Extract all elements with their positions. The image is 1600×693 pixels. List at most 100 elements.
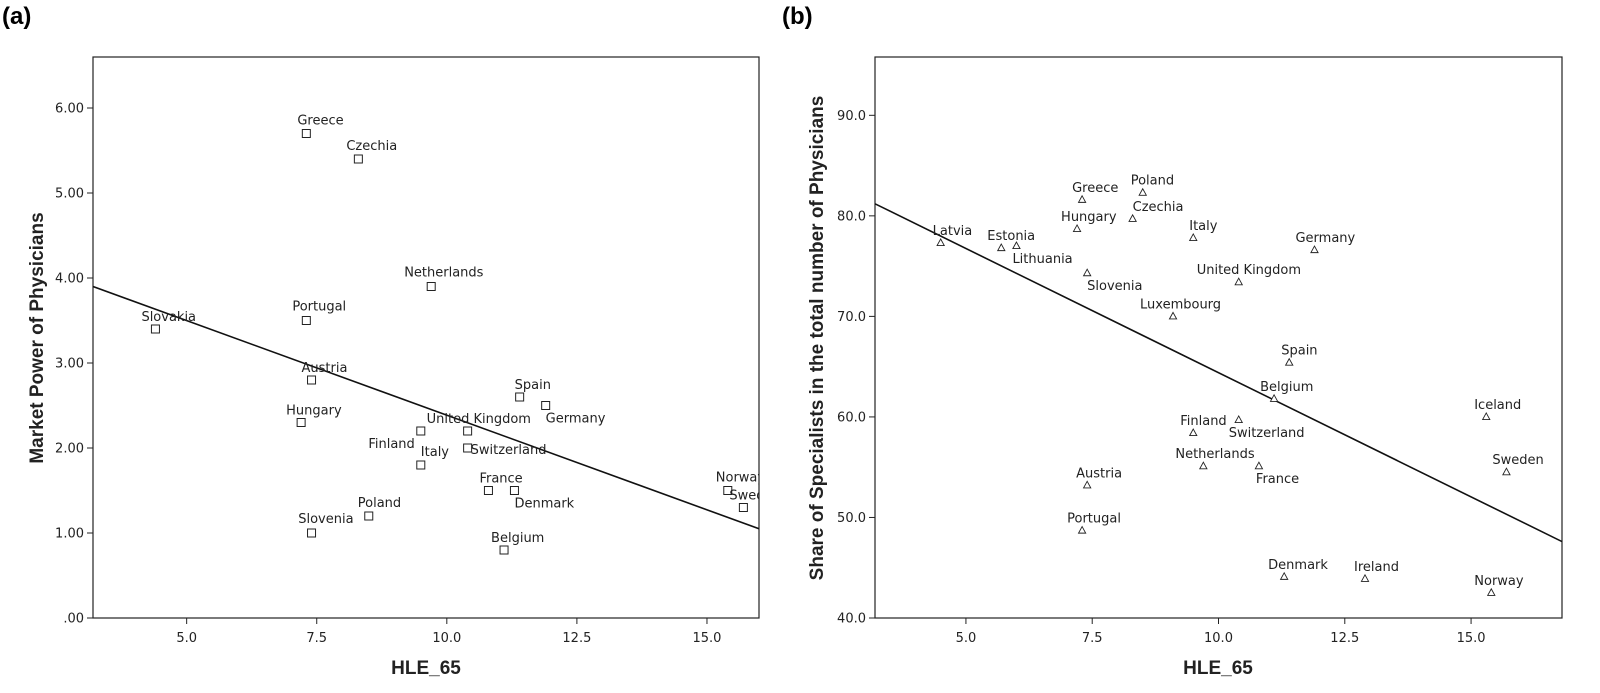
a-point-austria-label: Austria [302, 361, 348, 376]
b-point-hungary-marker [1072, 223, 1082, 232]
b-point-iceland-label: Iceland [1474, 398, 1521, 413]
a-point-slovenia-marker [307, 528, 317, 538]
b-x-tick-label: 12.5 [1330, 631, 1359, 646]
b-point-spain-label: Spain [1281, 344, 1317, 359]
b-point-austria-label: Austria [1076, 466, 1122, 481]
a-point-netherlands-label: Netherlands [404, 266, 483, 281]
a-point-belgium-label: Belgium [491, 531, 544, 546]
b-point-ireland-marker [1360, 573, 1370, 582]
b-point-sweden-label: Sweden [1492, 453, 1543, 468]
b-point-france-label: France [1256, 472, 1299, 487]
b-point-iceland-marker [1481, 411, 1491, 420]
b-x-tick-label: 10.0 [1204, 631, 1233, 646]
b-point-sweden-marker [1502, 467, 1511, 476]
a-point-slovakia-label: Slovakia [141, 310, 196, 325]
a-point-germany-label: Germany [546, 412, 606, 427]
a-point-france-marker [483, 486, 493, 495]
a-point-united-kingdom-label: United Kingdom [427, 412, 531, 427]
a-point-poland-marker [364, 511, 374, 521]
b-point-france-marker [1254, 461, 1264, 470]
a-y-tick-label: 6.00 [55, 102, 84, 117]
b-point-czechia-label: Czechia [1133, 200, 1184, 215]
a-x-tick-label: 12.5 [562, 631, 591, 646]
panel-a-letter: (a) [2, 3, 31, 30]
b-point-belgium-marker [1269, 393, 1279, 402]
a-y-tick-label: .00 [63, 612, 84, 627]
panel-b-plot-frame [874, 56, 1563, 619]
b-point-austria-marker [1082, 480, 1092, 489]
a-y-tick-label: 5.00 [55, 187, 84, 202]
a-point-netherlands-marker [426, 282, 436, 291]
b-point-denmark-label: Denmark [1268, 558, 1328, 573]
a-x-tick-label: 5.0 [176, 631, 197, 646]
a-point-slovakia-marker [150, 324, 160, 334]
panel-b-y-axis-title: Share of Specialists in the total number… [807, 96, 828, 581]
b-x-tick-label: 7.5 [1082, 631, 1103, 646]
a-point-spain-marker [515, 392, 525, 402]
b-point-latvia-marker [936, 238, 946, 247]
b-point-hungary-label: Hungary [1061, 210, 1117, 225]
panel-b-letter: (b) [782, 3, 813, 30]
b-point-portugal-label: Portugal [1067, 512, 1121, 527]
b-point-italy-label: Italy [1189, 219, 1218, 234]
panel-a-y-axis-title: Market Power of Physicians [27, 212, 48, 463]
a-point-czechia-label: Czechia [346, 139, 397, 154]
b-point-latvia-label: Latvia [933, 224, 973, 239]
a-point-greece-marker [301, 129, 311, 138]
a-point-poland-label: Poland [358, 496, 401, 511]
a-x-tick-label: 10.0 [432, 631, 461, 646]
b-point-slovenia-marker [1082, 268, 1092, 277]
b-point-slovenia-label: Slovenia [1087, 279, 1142, 294]
a-x-tick-label: 15.0 [692, 631, 721, 646]
a-point-italy-label: Italy [421, 445, 450, 460]
a-point-norway-marker [723, 486, 733, 495]
b-y-tick-label: 90.0 [837, 109, 866, 124]
a-y-tick-label: 1.00 [55, 527, 84, 542]
b-point-spain-marker [1284, 357, 1294, 366]
b-point-denmark-marker [1279, 571, 1289, 580]
a-point-denmark-marker [509, 486, 519, 495]
b-y-tick-label: 60.0 [837, 410, 866, 425]
b-point-germany-marker [1310, 245, 1319, 254]
b-point-greece-label: Greece [1072, 181, 1118, 196]
a-y-tick-label: 2.00 [55, 442, 84, 457]
a-point-finland-label: Finland [368, 437, 414, 452]
panel-b-specialists-share-chart: (b) HLE_65 Share of Specialists in the t… [782, 3, 1563, 679]
a-point-france-label: France [479, 472, 522, 487]
panel-b-fit-line [875, 203, 1562, 543]
b-x-tick-label: 15.0 [1457, 631, 1486, 646]
b-point-switzerland-label: Switzerland [1229, 426, 1305, 441]
b-y-tick-label: 80.0 [837, 209, 866, 224]
panel-a-fit-line [93, 285, 759, 530]
a-point-austria-marker [307, 375, 317, 385]
b-point-greece-marker [1077, 194, 1087, 203]
a-y-tick-label: 4.00 [55, 272, 84, 287]
b-point-estonia-marker [996, 243, 1006, 252]
b-point-netherlands-marker [1198, 461, 1208, 470]
b-point-italy-marker [1188, 233, 1198, 242]
a-point-slovenia-label: Slovenia [298, 512, 353, 527]
b-y-tick-label: 70.0 [837, 310, 866, 325]
b-point-united-kingdom-marker [1234, 277, 1244, 286]
a-point-norway-label: Norway [716, 471, 766, 486]
b-point-poland-marker [1138, 187, 1148, 196]
b-point-finland-label: Finland [1180, 414, 1226, 429]
b-point-belgium-label: Belgium [1260, 380, 1313, 395]
panel-a-market-power-chart: (a) HLE_65 Market Power of Physicians 5.… [2, 3, 766, 679]
a-point-czechia-marker [353, 154, 363, 164]
b-point-norway-marker [1486, 587, 1496, 596]
b-point-switzerland-marker [1234, 415, 1244, 423]
a-point-denmark-label: Denmark [514, 497, 574, 512]
panel-a-plot-frame [92, 56, 760, 619]
panel-b-ticks: 5.0 7.5 10.0 12.5 15.0 40.0 50.0 60.0 70.0 80.0 90… [837, 109, 1486, 646]
b-point-finland-marker [1188, 428, 1198, 437]
a-point-portugal-marker [301, 316, 311, 325]
b-point-estonia-label: Estonia [987, 229, 1035, 244]
panel-b-points: Poland Greece Czechia Hungary Italy Latvia Est… [933, 174, 1544, 596]
b-point-germany-label: Germany [1295, 231, 1355, 246]
b-point-united-kingdom-label: United Kingdom [1197, 263, 1301, 278]
a-point-sweden-marker [738, 503, 748, 512]
b-point-czechia-marker [1128, 213, 1137, 222]
a-point-switzerland-label: Switzerland [471, 443, 547, 458]
